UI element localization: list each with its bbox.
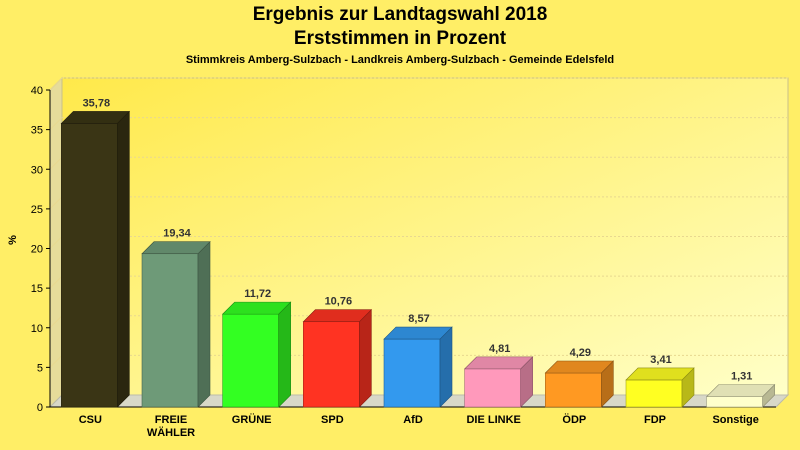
bar-front	[545, 372, 602, 408]
bar-front	[383, 338, 441, 408]
bar-value-label: 11,72	[244, 288, 271, 300]
x-tick-label: ÖDP	[562, 413, 586, 426]
bar-front	[61, 123, 118, 408]
y-tick-label: 30	[31, 164, 43, 176]
bar	[625, 367, 695, 408]
bar-side	[278, 301, 291, 408]
x-tick-label: DIE LINKE	[466, 414, 520, 426]
bar	[302, 309, 373, 408]
bar-top	[302, 309, 373, 323]
y-tick-label: 35	[31, 125, 43, 137]
bar-side	[117, 110, 130, 408]
bar-front	[464, 368, 521, 408]
bar-top	[705, 384, 776, 397]
gridline	[49, 275, 63, 289]
bar-front	[141, 253, 199, 408]
y-tick-label: 15	[31, 283, 43, 295]
bar-value-label: 8,57	[408, 313, 429, 325]
y-tick-label: 20	[31, 244, 43, 256]
chart-subtitle: Erststimmen in Prozent	[293, 28, 507, 49]
bar-value-label: 4,29	[570, 347, 591, 359]
bar-top	[221, 301, 292, 315]
x-tick-label: SPD	[321, 414, 344, 426]
chart-title: Ergebnis zur Landtagswahl 2018	[252, 4, 548, 25]
bar-value-label: 10,76	[325, 296, 353, 308]
bar-value-label: 4,81	[489, 343, 510, 355]
bar-side	[359, 309, 372, 408]
bar	[463, 356, 534, 408]
x-tick-label: Sonstige	[712, 414, 758, 426]
x-tick-label: FREIE WÄHLER	[147, 414, 195, 439]
bar-value-label: 19,34	[163, 228, 191, 240]
bar-top	[625, 367, 695, 381]
x-tick-label: GRÜNE	[232, 413, 272, 426]
x-tick-label: AfD	[403, 414, 423, 426]
bar-side	[197, 241, 211, 408]
y-tick-label: 25	[31, 204, 43, 216]
bar	[383, 326, 453, 408]
bar-side	[439, 326, 453, 408]
y-tick-label: 10	[31, 323, 43, 335]
bar-front	[625, 379, 683, 408]
bar	[705, 383, 776, 408]
bar-top	[60, 111, 131, 124]
y-axis-label: %	[7, 235, 19, 245]
bar-top	[463, 356, 534, 370]
y-tick-label: 40	[31, 85, 43, 97]
gridline	[49, 355, 63, 368]
x-tick-label: FDP	[644, 414, 666, 426]
bar-value-label: 3,41	[650, 354, 671, 366]
chart-caption: Stimmkreis Amberg-Sulzbach - Landkreis A…	[185, 54, 615, 66]
bar-value-label: 35,78	[83, 97, 111, 109]
bar	[141, 241, 211, 408]
bar-top	[544, 360, 615, 374]
bar-top	[383, 326, 453, 340]
gridline	[49, 117, 63, 130]
y-tick-label: 5	[37, 362, 43, 374]
bar-top	[141, 241, 211, 255]
bar	[221, 301, 292, 408]
bar-front	[222, 313, 279, 408]
gridline	[49, 196, 63, 210]
gridline	[49, 77, 63, 91]
gridline	[49, 236, 63, 249]
bar-front	[303, 321, 360, 408]
bar-value-label: 1,31	[731, 371, 752, 383]
gridline	[49, 315, 63, 329]
bar	[60, 110, 131, 408]
x-tick-label: CSU	[79, 414, 102, 426]
bar	[544, 360, 615, 408]
gridline	[49, 156, 63, 170]
bar-front	[706, 396, 763, 408]
y-tick-label: 0	[37, 402, 43, 414]
